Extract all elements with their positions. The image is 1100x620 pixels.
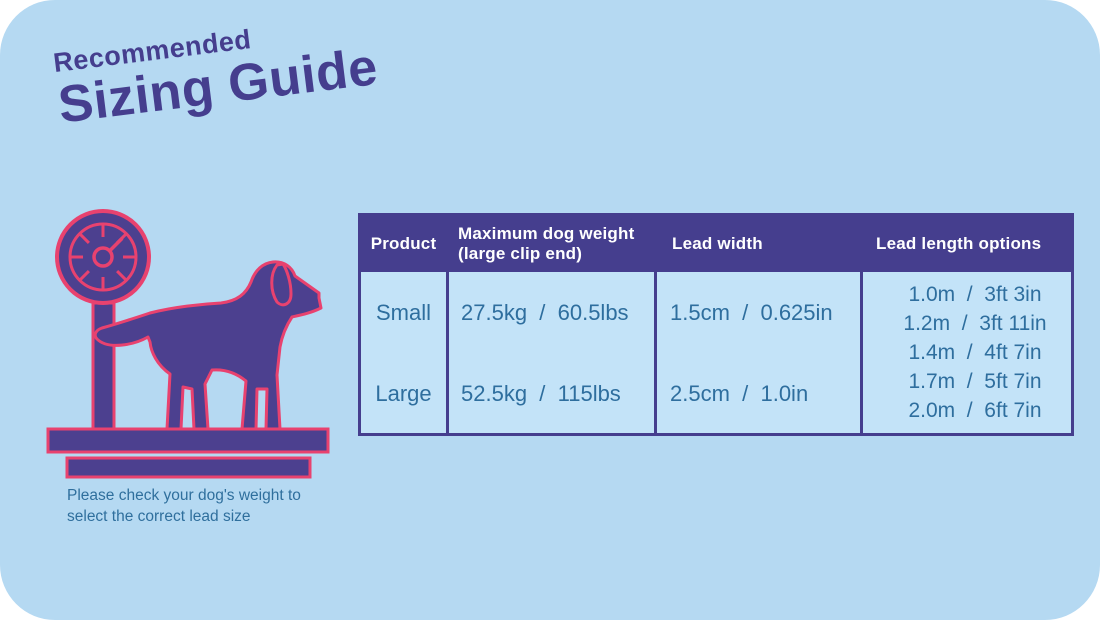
scale-dial-icon	[55, 209, 151, 305]
lead-length-option: 1.2m / 3ft 11in	[903, 312, 1047, 335]
cell-lead-width-small: 1.5cm / 0.625in	[654, 272, 860, 354]
cell-max-weight-small: 27.5kg / 60.5lbs	[446, 272, 654, 354]
cell-product-large: Large	[375, 380, 432, 406]
dial-center	[92, 246, 114, 268]
cell-lead-width-large: 2.5cm / 1.0in	[654, 354, 860, 433]
header-lead-width: Lead width	[654, 216, 860, 272]
scale-platform	[46, 427, 330, 454]
sizing-table: Product Maximum dog weight (large clip e…	[358, 213, 1074, 436]
scale-post	[91, 301, 116, 437]
lead-length-option: 1.4m / 4ft 7in	[908, 341, 1042, 364]
note-line-2: select the correct lead size	[67, 507, 251, 525]
dog-on-scale-illustration	[46, 209, 330, 479]
scale-needle	[108, 237, 124, 253]
cell-product-small: Small	[375, 300, 431, 325]
lead-length-option: 2.0m / 6ft 7in	[908, 399, 1042, 422]
dog-silhouette	[93, 260, 323, 431]
note-line-1: Please check your dog's weight to	[67, 487, 301, 504]
dog-ear	[270, 262, 293, 307]
lead-length-option: 1.0m / 3ft 3in	[908, 283, 1042, 306]
header-product: Product	[361, 216, 446, 272]
weight-check-note: Please check your dog's weight to select…	[67, 486, 301, 528]
cell-max-weight-large: 52.5kg / 115lbs	[446, 354, 654, 433]
scale-base	[65, 456, 312, 479]
lead-length-option: 1.7m / 5ft 7in	[908, 370, 1042, 393]
dial-ticks	[71, 225, 135, 289]
header-lead-length-options: Lead length options	[860, 216, 1071, 272]
header-max-dog-weight: Maximum dog weight (large clip end)	[446, 216, 654, 272]
cell-lead-length-options: 1.0m / 3ft 3in 1.2m / 3ft 11in 1.4m / 4ft …	[860, 272, 1071, 433]
